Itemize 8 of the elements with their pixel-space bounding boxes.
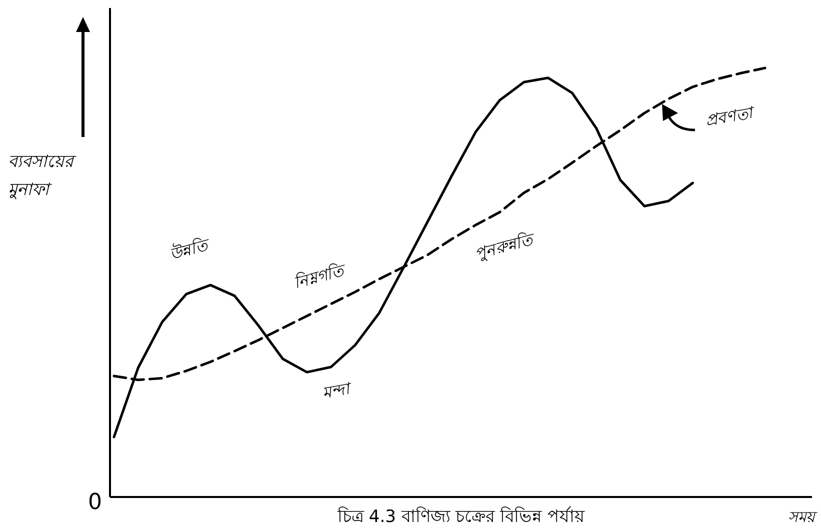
annotation: মন্দা <box>321 378 354 402</box>
text: চিত্র 4.3 বাণিজ্য চক্রের বিভিন্ন পর্যায় <box>336 506 586 527</box>
y-axis-title: ব্যবসায়ের মুনাফা <box>8 152 77 200</box>
annotation: 0 <box>88 490 102 515</box>
annotation: নিম্নগতি <box>291 260 349 292</box>
annotation: উন্নতি <box>168 234 212 264</box>
x-axis-title: সময় <box>788 508 818 526</box>
annotation: প্রবণতা <box>704 102 758 130</box>
